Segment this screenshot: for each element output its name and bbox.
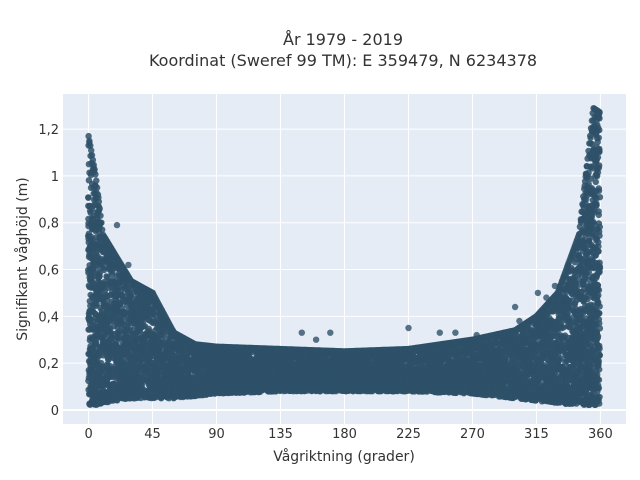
data-point xyxy=(92,171,99,178)
data-point xyxy=(88,147,95,154)
data-point xyxy=(88,152,96,159)
data-point xyxy=(99,226,106,233)
data-point xyxy=(145,325,152,332)
data-point xyxy=(89,156,97,164)
data-point xyxy=(98,219,105,226)
data-point xyxy=(87,142,94,149)
data-point xyxy=(85,132,92,140)
data-point xyxy=(91,166,98,173)
data-points xyxy=(85,105,604,409)
data-point xyxy=(97,212,104,219)
data-point xyxy=(95,198,103,205)
data-point xyxy=(94,191,102,198)
data-point xyxy=(96,205,103,212)
data-point xyxy=(86,137,93,145)
data-point xyxy=(93,177,100,184)
data-point xyxy=(85,194,92,201)
data-point xyxy=(93,184,101,191)
